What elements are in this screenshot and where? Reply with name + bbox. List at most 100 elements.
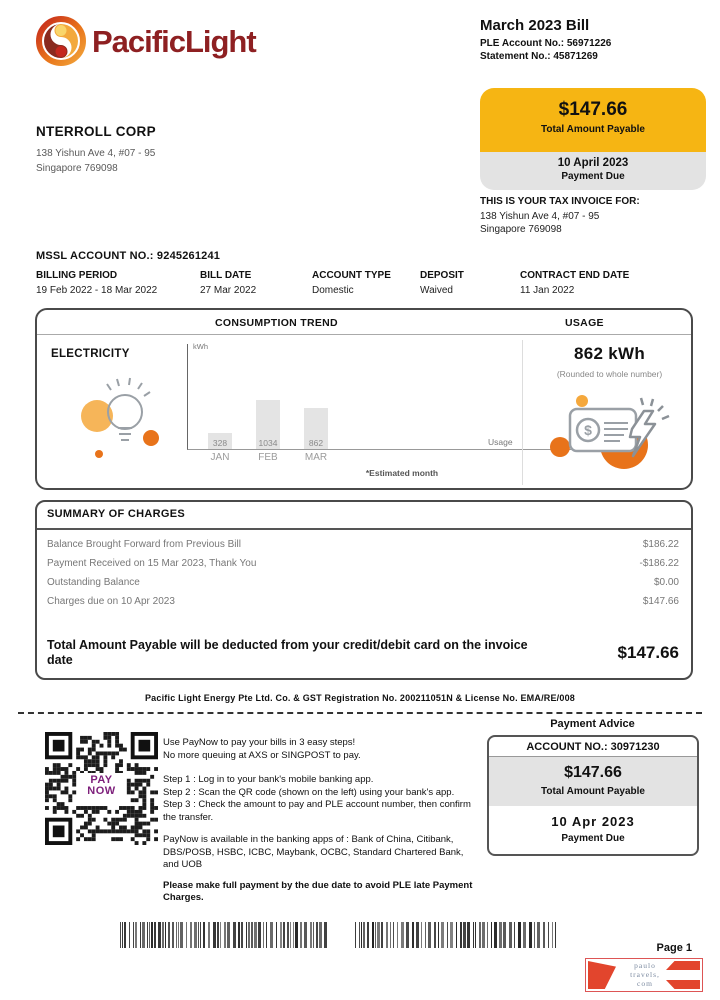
tax-invoice-address-line2: Singapore 769098 [480, 224, 562, 235]
payment-due-label: Payment Due [561, 171, 625, 182]
charge-amount: $147.66 [642, 596, 679, 607]
paynow-banks-line: PayNow is available in the banking apps … [163, 834, 464, 870]
usage-kwh-value: 862 kWh [573, 344, 646, 363]
x-tick-mar: MAR [304, 452, 328, 463]
charges-header-divider [37, 528, 691, 530]
chart-y-axis-unit: kWh [193, 342, 208, 351]
barcode [120, 922, 330, 948]
charge-amount: $0.00 [653, 577, 679, 588]
charge-row: Payment Received on 15 Mar 2023, Thank Y… [47, 554, 679, 573]
bar-mar [304, 408, 328, 449]
usage-rounded-note: (Rounded to whole number) [556, 369, 663, 379]
payment-due-date: 10 April 2023 [557, 157, 629, 169]
charge-amount: $186.22 [642, 539, 679, 550]
paynow-instructions: Use PayNow to pay your bills in 3 easy s… [163, 737, 475, 905]
customer-address-line1: 138 Yishun Ave 4, #07 - 95 [36, 148, 156, 159]
payment-advice-card: ACCOUNT NO.: 30971230 $147.66 Total Amou… [487, 735, 699, 856]
bar-value-mar: 862 [308, 438, 324, 448]
tear-off-dashed-line [18, 712, 702, 714]
x-tick-feb: FEB [258, 452, 278, 463]
total-payable-amount: $147.66 [617, 643, 679, 662]
dollar-icon: $ [584, 422, 592, 438]
bill-date-value: 27 Mar 2022 [200, 285, 257, 296]
estimated-month-note: *Estimated month [365, 468, 439, 478]
tax-invoice-address-line1: 138 Yishun Ave 4, #07 - 95 [480, 211, 600, 222]
bill-lightning-illustration-icon: $ [550, 395, 670, 469]
account-type-value: Domestic [312, 285, 354, 296]
charge-label: Payment Received on 15 Mar 2023, Thank Y… [47, 558, 257, 569]
bill-month-title: March 2023 Bill [480, 17, 590, 34]
usage-column: 862 kWh (Rounded to whole number) $ [532, 344, 687, 480]
x-tick-jan: JAN [210, 452, 230, 463]
statement-number: Statement No.: 45871269 [480, 51, 598, 62]
page-number: Page 1 [656, 942, 692, 954]
qr-code-pattern [45, 732, 158, 845]
customer-name: NTERROLL CORP [36, 124, 156, 139]
watermark-left-shape [588, 961, 616, 989]
lightbulb-illustration-icon [81, 377, 159, 458]
consumption-panel: CONSUMPTION TREND USAGE ELECTRICITY kWh … [35, 308, 693, 490]
paynow-step-1: Step 1 : Log in to your bank's mobile ba… [163, 774, 374, 785]
amount-payable-top: $147.66 Total Amount Payable [480, 88, 706, 152]
paynow-intro-line1: Use PayNow to pay your bills in 3 easy s… [163, 737, 356, 748]
mssl-account-number: MSSL ACCOUNT NO.: 9245261241 [36, 250, 221, 262]
paynow-intro-line2: No more queuing at AXS or SINGPOST to pa… [163, 749, 361, 761]
advice-due-date: 10 Apr 2023 [551, 814, 635, 829]
billing-period-label: BILLING PERIOD [36, 270, 118, 281]
company-registration-line: Pacific Light Energy Pte Ltd. Co. & GST … [144, 693, 575, 703]
paynow-step-2: Step 2 : Scan the QR code (shown on the … [163, 786, 455, 798]
customer-address: 138 Yishun Ave 4, #07 - 95 Singapore 769… [36, 146, 155, 176]
total-payable-row: Total Amount Payable will be deducted fr… [47, 638, 679, 668]
summary-of-charges-title: SUMMARY OF CHARGES [47, 508, 186, 520]
bill-date-label: BILL DATE [200, 270, 252, 281]
summary-of-charges-panel: SUMMARY OF CHARGES Balance Brought Forwa… [35, 500, 693, 680]
deposit-value: Waived [420, 285, 453, 296]
chart-x-axis-label: Usage [488, 437, 513, 447]
charge-label: Charges due on 10 Apr 2023 [47, 596, 175, 607]
contract-end-date-label: CONTRACT END DATE [520, 270, 630, 281]
deposit-label: DEPOSIT [420, 270, 464, 281]
total-amount: $147.66 [558, 99, 628, 120]
amount-payable-card: $147.66 Total Amount Payable 10 April 20… [480, 88, 706, 190]
consumption-header-divider [37, 334, 691, 335]
usage-title: USAGE [565, 317, 604, 329]
paynow-logo-pay: PAY [90, 774, 113, 786]
payment-due-section: 10 April 2023 Payment Due [480, 152, 706, 190]
watermark-text: paulo travels, com [630, 961, 660, 988]
charge-row: Balance Brought Forward from Previous Bi… [47, 535, 679, 554]
tax-invoice-title: THIS IS YOUR TAX INVOICE FOR: [480, 196, 640, 207]
bar-value-feb: 1034 [258, 438, 278, 448]
bar-feb [256, 400, 280, 449]
consumption-chart: kWh 328 1034 862 JAN FEB MAR Usage [187, 342, 587, 463]
ple-account-number: PLE Account No.: 56971226 [480, 38, 612, 49]
watermark-logo: paulo travels, com [585, 958, 703, 992]
contract-end-date-value: 11 Jan 2022 [520, 285, 575, 296]
charges-rows: Balance Brought Forward from Previous Bi… [47, 535, 679, 611]
tax-invoice-address: 138 Yishun Ave 4, #07 - 95 Singapore 769… [480, 210, 599, 236]
watermark-top-bar [666, 961, 700, 970]
customer-address-line2: Singapore 769098 [36, 163, 118, 174]
total-amount-label: Total Amount Payable [541, 124, 645, 135]
advice-amount-label: Total Amount Payable [541, 786, 645, 797]
payment-advice-title: Payment Advice [550, 718, 635, 730]
advice-amount: $147.66 [564, 764, 622, 781]
paynow-qr: PAY NOW [45, 732, 158, 845]
pacificlight-logo-icon [36, 16, 86, 66]
paynow-logo: PAY NOW [77, 773, 126, 804]
paynow-logo-now: NOW [87, 785, 116, 797]
total-payable-note: Total Amount Payable will be deducted fr… [47, 638, 528, 667]
billing-period-value: 19 Feb 2022 - 18 Mar 2022 [36, 285, 158, 296]
watermark-bottom-bar [666, 980, 700, 989]
barcode [355, 922, 560, 948]
charge-row: Outstanding Balance $0.00 [47, 573, 679, 592]
charge-label: Balance Brought Forward from Previous Bi… [47, 539, 241, 550]
bar-value-jan: 328 [212, 438, 228, 448]
advice-due-label: Payment Due [561, 833, 625, 844]
late-payment-warning: Please make full payment by the due date… [163, 879, 473, 904]
advice-amount-section: $147.66 Total Amount Payable [489, 757, 697, 806]
electricity-label: ELECTRICITY [51, 348, 130, 360]
bar-jan [208, 433, 232, 449]
consumption-usage-divider [522, 340, 523, 485]
charge-row: Charges due on 10 Apr 2023 $147.66 [47, 592, 679, 611]
